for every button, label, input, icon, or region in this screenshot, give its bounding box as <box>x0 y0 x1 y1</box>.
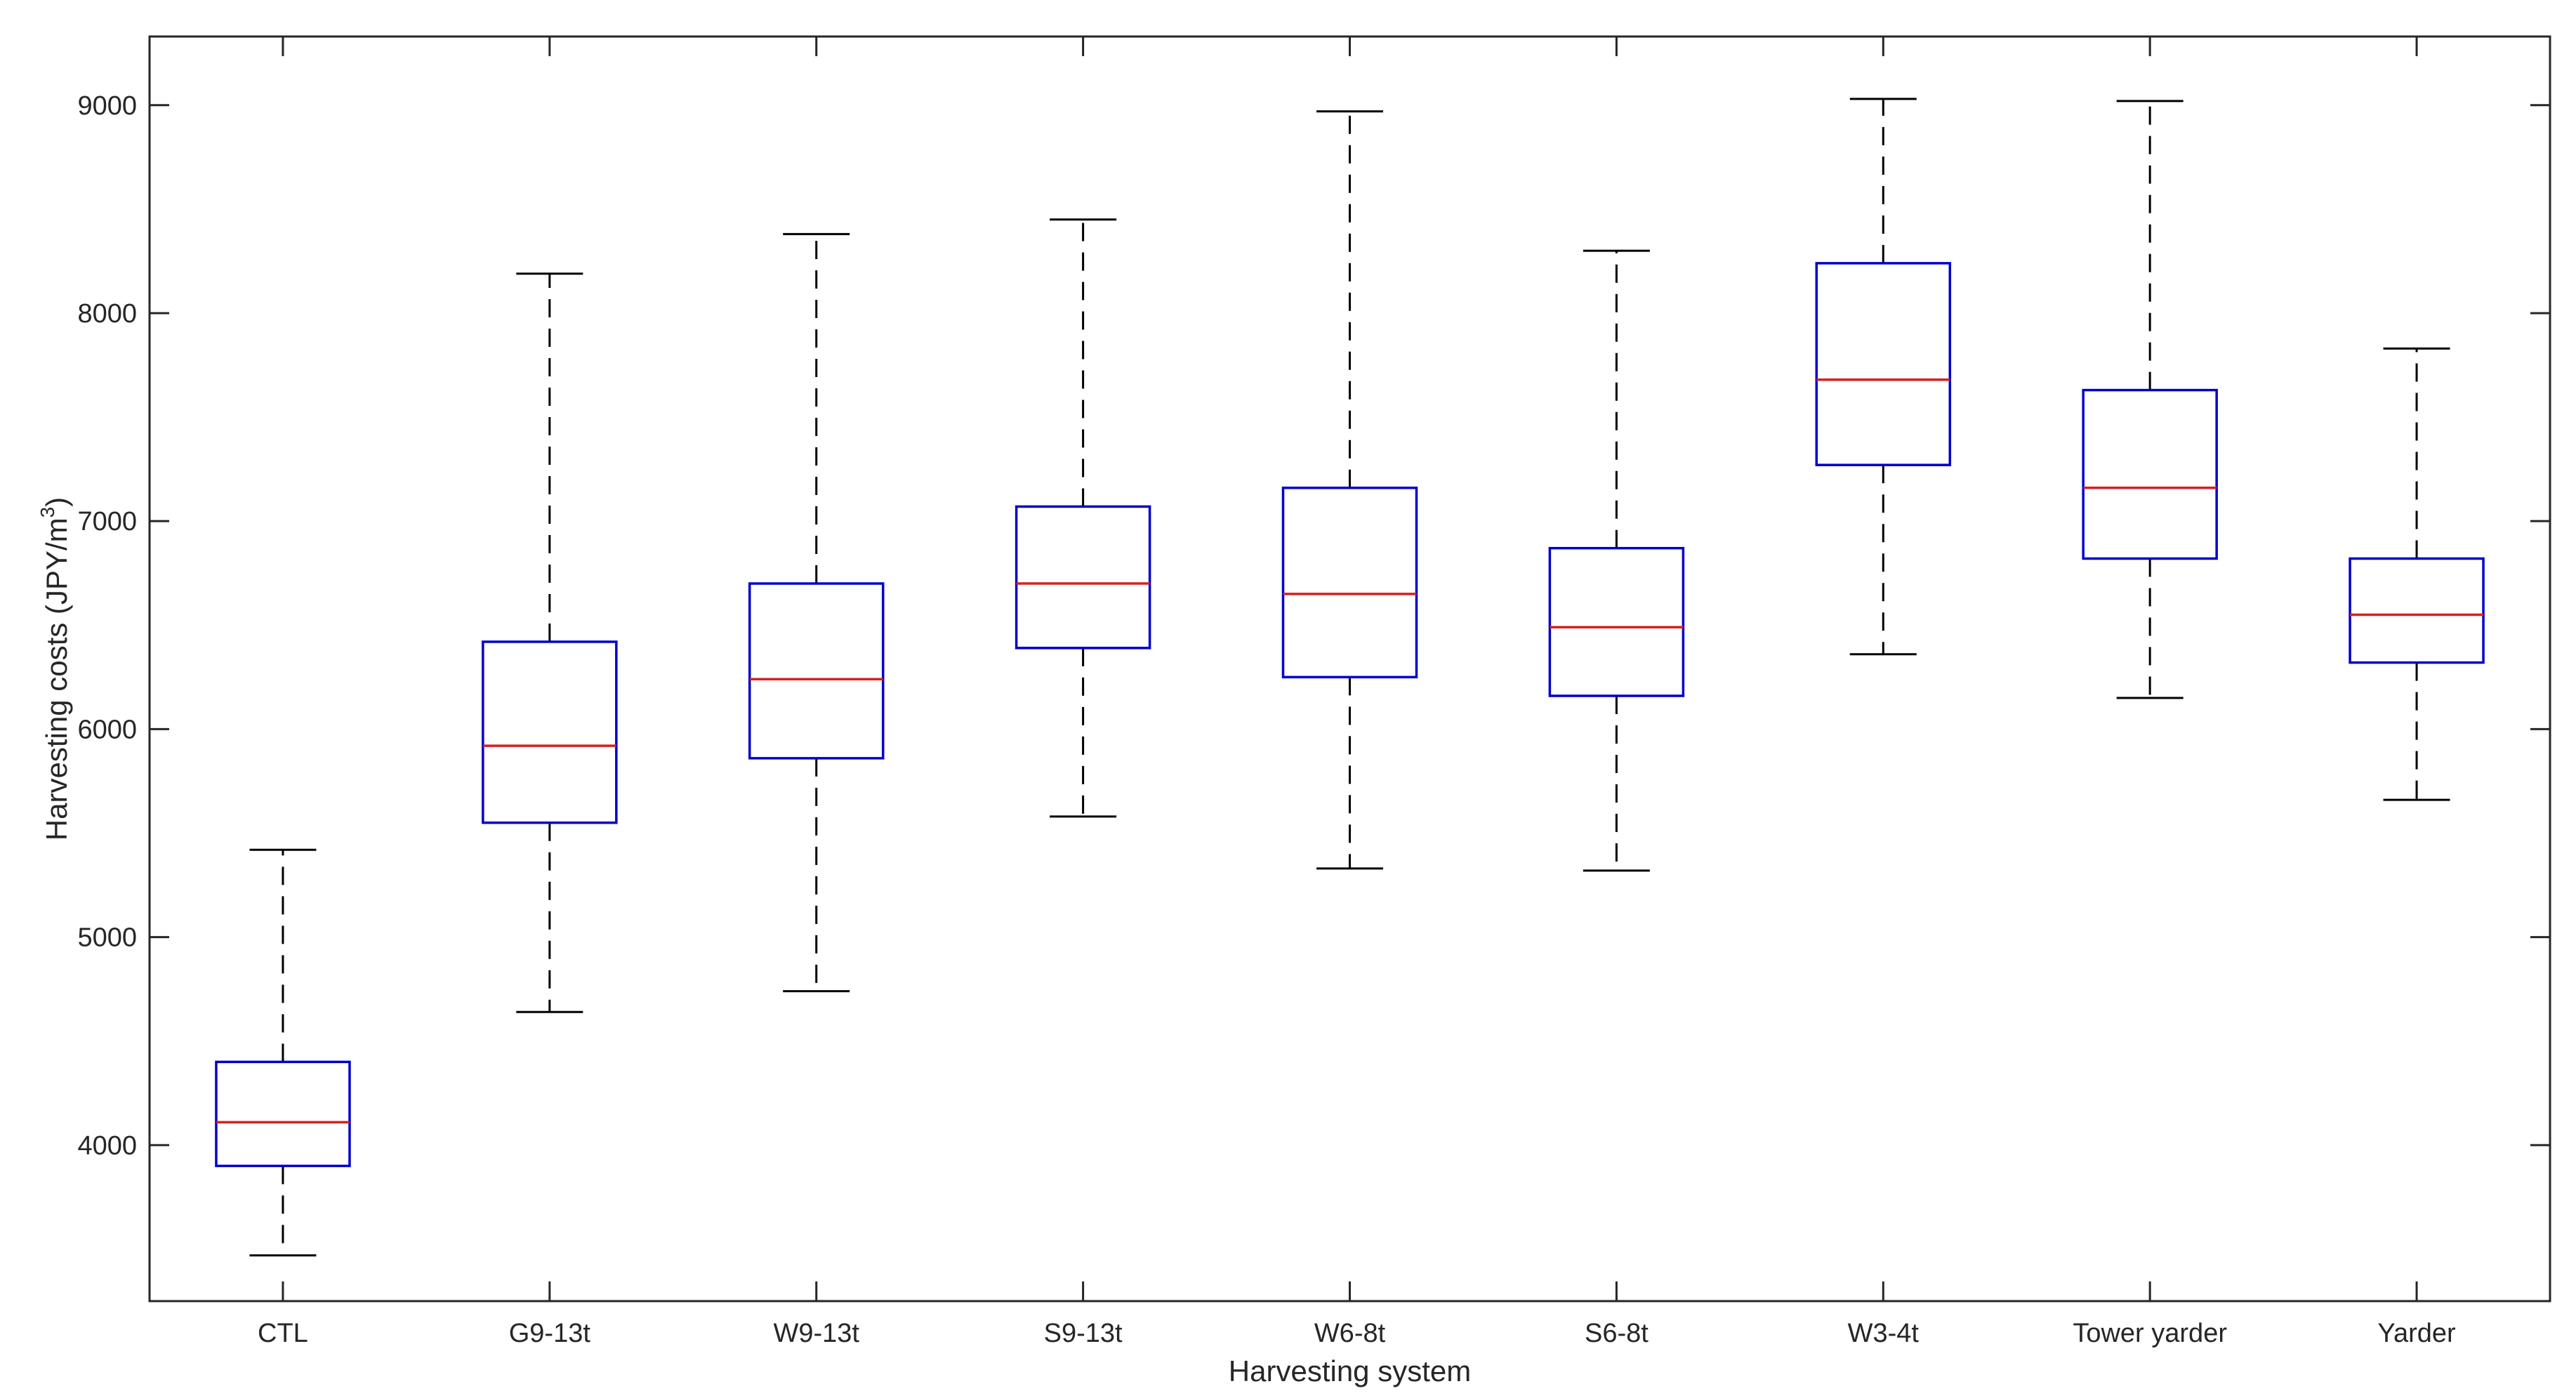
y-axis-label-main: Harvesting costs (JPY/m <box>40 517 73 840</box>
iqr-box <box>748 582 885 760</box>
x-tick-label: G9-13t <box>509 1319 591 1348</box>
box-group <box>1815 98 1952 656</box>
x-tick-label: W9-13t <box>773 1319 859 1348</box>
iqr-box <box>1281 487 1418 679</box>
iqr-box <box>1815 262 1952 466</box>
labels-layer: Harvesting system Harvesting costs (JPY/… <box>37 497 1471 1387</box>
y-axis-label-suffix: ) <box>40 497 73 507</box>
x-axis-label: Harvesting system <box>1229 1354 1471 1387</box>
box-group <box>2349 347 2485 801</box>
box-group <box>748 232 885 993</box>
boxes-layer <box>215 98 2485 1257</box>
iqr-box <box>482 640 618 824</box>
y-tick-label: 7000 <box>77 507 137 536</box>
box-group <box>1281 110 1418 870</box>
x-tick-label: CTL <box>258 1319 308 1348</box>
box-group <box>1015 218 1151 818</box>
iqr-box <box>1015 505 1151 649</box>
y-tick-label: 6000 <box>77 715 137 744</box>
y-tick-label: 8000 <box>77 299 137 329</box>
box-group <box>1548 249 1685 872</box>
y-tick-label: 4000 <box>77 1131 137 1161</box>
x-tick-label: W6-8t <box>1314 1319 1386 1348</box>
iqr-box <box>1548 546 1685 697</box>
iqr-box <box>2349 557 2485 664</box>
box-group <box>482 272 618 1013</box>
x-tick-label: Yarder <box>2377 1319 2456 1348</box>
y-axis-label: Harvesting costs (JPY/m3) <box>37 497 73 840</box>
iqr-box <box>2082 388 2218 560</box>
box-group <box>215 848 351 1257</box>
axes-layer: 4000 5000 6000 7000 8000 9000 CTL G9-13t W9-13t S… <box>77 35 2551 1348</box>
y-axis-label-superscript: 3 <box>37 507 58 518</box>
y-tick-label: 9000 <box>77 91 137 121</box>
x-tick-label: Tower yarder <box>2073 1319 2227 1348</box>
box-group <box>2082 100 2218 699</box>
iqr-box <box>215 1060 351 1168</box>
x-tick-label: W3-4t <box>1848 1319 1920 1348</box>
x-tick-label: S6-8t <box>1585 1319 1649 1348</box>
x-tick-label: S9-13t <box>1044 1319 1123 1348</box>
y-tick-label: 5000 <box>77 923 137 953</box>
